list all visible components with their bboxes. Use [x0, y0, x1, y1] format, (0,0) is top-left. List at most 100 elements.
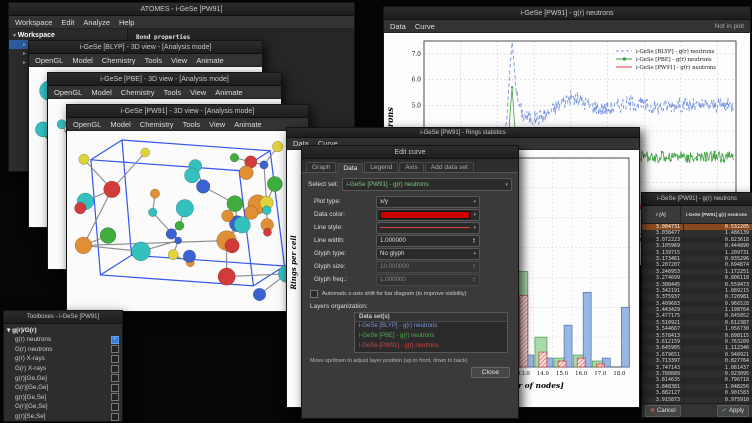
toolbox-group-gr[interactable]: ▾ g(r)/G(r): [7, 327, 37, 334]
table-row[interactable]: 3.072223 0.823618: [642, 236, 752, 244]
spin-arrows[interactable]: ▲ ▼: [472, 236, 476, 244]
menu-edit[interactable]: Edit: [61, 17, 75, 27]
menu-help[interactable]: Help: [119, 17, 135, 27]
menu-opengl[interactable]: OpenGL: [54, 87, 83, 97]
opengl-viewport[interactable]: [67, 131, 308, 311]
menu-animate[interactable]: Animate: [234, 119, 262, 129]
table-row[interactable]: 3.544667 1.056730: [642, 326, 752, 333]
table-row[interactable]: 3.510921 0.612387: [642, 319, 752, 327]
menu-workspace[interactable]: Workspace: [15, 17, 53, 27]
expander-icon[interactable]: ▸: [23, 42, 27, 48]
table-row[interactable]: 3.814635 0.796718: [642, 377, 752, 384]
view-window-titlebar[interactable]: i-GeSe [PBE] - 3D view - [Analysis mode]: [48, 73, 281, 86]
layer-item[interactable]: i-GeSe [PW91] - g(r) neutrons: [359, 343, 439, 349]
main-window-titlebar[interactable]: ATOMES - i-GeSe [PW91]: [9, 3, 354, 16]
layer-item[interactable]: i-GeSe [PBE] - g(r) neutrons: [359, 333, 435, 339]
autoshift-checkbox[interactable]: [310, 290, 318, 298]
view-window-titlebar[interactable]: i-GeSe [BLYP] - 3D view - [Analysis mode…: [29, 41, 262, 54]
cancel-button[interactable]: ✖ Cancel: [645, 404, 681, 417]
expander-icon[interactable]: ▸: [23, 60, 27, 66]
tab-add-data-set[interactable]: Add data set: [424, 162, 474, 172]
menu-animate[interactable]: Animate: [196, 55, 224, 65]
toolbox-item-g-r-neutrons[interactable]: g(r) neutrons ✓: [4, 335, 122, 345]
table-row[interactable]: 3.105969 0.444890: [642, 243, 752, 250]
table-row[interactable]: 3.308445 0.559473: [642, 281, 752, 288]
table-row[interactable]: 3.375937 0.720981: [642, 294, 752, 301]
table-row[interactable]: 3.207207 0.694874: [642, 262, 752, 269]
menu-opengl[interactable]: OpenGL: [35, 55, 64, 65]
table-row[interactable]: 3.578413 0.898115: [642, 332, 752, 340]
table-row[interactable]: 3.139715 1.209731: [642, 249, 752, 256]
table-row[interactable]: 3.915873 0.975910: [642, 396, 752, 403]
table-row[interactable]: 3.004731 0.532205: [642, 224, 752, 231]
view-window-titlebar[interactable]: i-GeSe [PW91] - 3D view - [Analysis mode…: [67, 105, 308, 118]
table-row[interactable]: 3.477175 0.845052: [642, 313, 752, 320]
toolbox-item-g-r-ge-ge[interactable]: G(r)[Ge,Ge]: [4, 383, 122, 393]
table-row[interactable]: 3.848381 1.048256: [642, 383, 752, 391]
layer-item[interactable]: i-GeSe [BLYP] - g(r) neutrons: [359, 323, 438, 329]
table-row[interactable]: 3.747143 1.081437: [642, 364, 752, 371]
tab-data[interactable]: Data: [337, 163, 364, 173]
table-row[interactable]: 3.882127 0.901583: [642, 390, 752, 397]
expander-icon[interactable]: ▾: [13, 33, 18, 39]
table-row[interactable]: 3.240953 1.172251: [642, 268, 752, 276]
toolbox-checkbox[interactable]: [111, 374, 119, 383]
menu-chemistry[interactable]: Chemistry: [120, 87, 155, 97]
tab-legend[interactable]: Legend: [364, 162, 399, 172]
workspace-root-item[interactable]: ▾ Workspace: [9, 31, 127, 40]
menu-data[interactable]: Data: [293, 139, 309, 148]
spin-arrows[interactable]: ▲ ▼: [472, 275, 476, 283]
menu-tools[interactable]: Tools: [144, 55, 163, 65]
menu-animate[interactable]: Animate: [215, 87, 243, 97]
line-width-control[interactable]: 1.000000 ▲ ▼: [376, 234, 480, 247]
table-row[interactable]: 3.780889 0.923095: [642, 370, 752, 378]
select-set-combo[interactable]: i-GeSe [PW91] - g(r) neutrons ▾: [342, 178, 512, 191]
toolbox-checkbox[interactable]: [111, 393, 119, 402]
table-row[interactable]: 3.342191 1.089215: [642, 287, 752, 295]
table-row[interactable]: 3.679651 0.948921: [642, 351, 752, 359]
data-color-control[interactable]: ▾: [376, 208, 480, 221]
toolbox-checkbox[interactable]: ✓: [111, 335, 119, 344]
toolbox-item-g-r-x-rays[interactable]: G(r) X-rays: [4, 364, 122, 374]
toolbox-checkbox[interactable]: [111, 354, 119, 363]
menu-chemistry[interactable]: Chemistry: [139, 119, 174, 129]
table-window-titlebar[interactable]: i-GeSe [PW91] - g(r) neutrons: [642, 193, 752, 206]
table-row[interactable]: 3.038477 1.486139: [642, 230, 752, 237]
spin-arrows[interactable]: ▲ ▼: [472, 262, 476, 270]
glyph-type-control[interactable]: No glyph ▾: [376, 247, 480, 260]
tab-graph[interactable]: Graph: [306, 162, 337, 172]
table-row[interactable]: 3.645905 1.112346: [642, 345, 752, 352]
menu-tools[interactable]: Tools: [182, 119, 201, 129]
toolbox-item-g-r-ge-se[interactable]: g(r)[Ge,Se]: [4, 393, 122, 403]
line-style-control[interactable]: ▾: [376, 221, 480, 234]
toolbox-checkbox[interactable]: [111, 383, 119, 392]
close-button[interactable]: Close: [470, 367, 510, 378]
menu-model[interactable]: Model: [110, 119, 131, 129]
table-row[interactable]: 3.173461 0.935296: [642, 255, 752, 263]
menu-view[interactable]: View: [190, 87, 207, 97]
table-row[interactable]: 3.443429 1.198764: [642, 307, 752, 314]
gr-window-titlebar[interactable]: i-GeSe [PW91] - g(r) neutrons: [384, 7, 750, 20]
toolbox-item-g-r-ge-ge[interactable]: g(r)[Ge,Ge]: [4, 373, 122, 383]
toolbox-checkbox[interactable]: [111, 345, 119, 354]
toolbox-checkbox[interactable]: [111, 364, 119, 373]
plot-type-control[interactable]: x/y ▾: [376, 195, 480, 208]
table-row[interactable]: 3.612159 0.763209: [642, 339, 752, 346]
menu-opengl[interactable]: OpenGL: [73, 119, 102, 129]
rings-window-titlebar[interactable]: i-GeSe [PW91] - Rings statistics: [287, 128, 639, 138]
table-row[interactable]: 3.713397 0.827764: [642, 358, 752, 365]
menu-model[interactable]: Model: [91, 87, 112, 97]
menu-tools[interactable]: Tools: [163, 87, 182, 97]
toolbox-checkbox[interactable]: [111, 402, 119, 411]
table-row[interactable]: 3.274699 0.806118: [642, 275, 752, 282]
menu-chemistry[interactable]: Chemistry: [101, 55, 136, 65]
tab-axis[interactable]: Axis: [399, 162, 424, 172]
edit-curve-titlebar[interactable]: Edit curve: [302, 146, 518, 159]
toolbox-item-g-r-se-se[interactable]: g(r)[Se,Se]: [4, 412, 122, 421]
table-body[interactable]: 3.004731 0.532205 3.038477 1.486139 3.072223…: [642, 224, 752, 403]
toolbox-item-g-r-ge-se[interactable]: G(r)[Ge,Se]: [4, 402, 122, 412]
toolbox-item-g-r-neutrons[interactable]: G(r) neutrons: [4, 345, 122, 355]
toolbox-item-g-r-x-rays[interactable]: g(r) X-rays: [4, 354, 122, 364]
expander-icon[interactable]: ▸: [23, 51, 27, 57]
menu-analyze[interactable]: Analyze: [83, 17, 111, 27]
